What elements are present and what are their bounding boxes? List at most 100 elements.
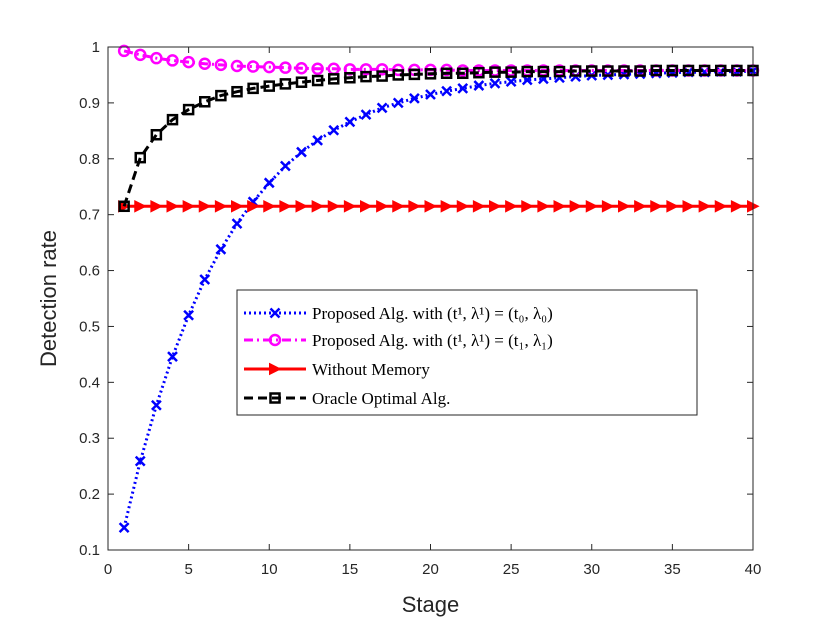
x-tick-label: 15 bbox=[342, 561, 359, 578]
data-point-x-marker bbox=[231, 218, 243, 229]
data-point-triangle-marker bbox=[198, 199, 212, 213]
legend-label: Oracle Optimal Alg. bbox=[312, 389, 450, 408]
data-point-triangle-marker bbox=[714, 199, 728, 213]
data-point-square-marker bbox=[553, 65, 566, 78]
data-point-circle-marker bbox=[268, 333, 282, 347]
data-point-triangle-marker bbox=[392, 199, 405, 213]
data-point-circle-marker bbox=[198, 57, 211, 71]
x-tick-label: 40 bbox=[745, 561, 762, 578]
data-point-triangle-marker bbox=[311, 199, 325, 213]
data-point-x-marker bbox=[279, 160, 291, 172]
data-point-square-marker bbox=[231, 85, 243, 98]
data-point-square-marker bbox=[666, 64, 679, 77]
data-point-circle-marker bbox=[375, 63, 389, 76]
x-axis: 0 5 10 15 20 25 30 35 40 bbox=[104, 47, 762, 578]
data-point-circle-marker bbox=[279, 61, 292, 74]
data-point-x-marker bbox=[425, 89, 436, 100]
series-layer bbox=[117, 44, 760, 534]
data-point-x-marker bbox=[199, 274, 211, 285]
data-point-square-marker bbox=[650, 64, 662, 77]
data-point-square-marker bbox=[457, 67, 469, 80]
legend-item: Proposed Alg. with (t¹, λ¹) = (t₀, λ₀) bbox=[244, 304, 553, 323]
series-line bbox=[122, 69, 754, 528]
data-point-square-marker bbox=[182, 103, 195, 116]
data-point-square-marker bbox=[134, 151, 146, 164]
data-point-x-marker bbox=[134, 455, 146, 467]
data-point-circle-marker bbox=[117, 44, 131, 58]
data-point-triangle-marker bbox=[472, 199, 486, 213]
data-point-triangle-marker bbox=[618, 199, 631, 213]
data-point-triangle-marker bbox=[537, 199, 550, 213]
data-point-x-marker bbox=[489, 77, 501, 89]
data-point-square-marker bbox=[634, 65, 646, 77]
legend: Proposed Alg. with (t¹, λ¹) = (t₀, λ₀) Pr… bbox=[236, 289, 698, 416]
data-point-square-marker bbox=[682, 64, 695, 77]
x-tick-label: 0 bbox=[104, 561, 112, 578]
data-point-square-marker bbox=[392, 69, 404, 81]
legend-label: Without Memory bbox=[312, 360, 430, 379]
y-tick-label: 0.8 bbox=[79, 151, 100, 168]
data-point-circle-marker bbox=[182, 55, 195, 69]
x-tick-label: 25 bbox=[503, 561, 520, 578]
data-point-circle-marker bbox=[295, 61, 308, 75]
data-point-circle-marker bbox=[214, 58, 228, 72]
data-point-triangle-marker bbox=[489, 199, 502, 213]
data-point-circle-marker bbox=[311, 62, 324, 76]
data-point-x-marker bbox=[215, 243, 227, 255]
legend-item: Oracle Optimal Alg. bbox=[244, 389, 450, 408]
data-point-square-marker bbox=[505, 66, 517, 78]
data-point-x-marker bbox=[118, 522, 130, 534]
data-point-square-marker bbox=[360, 70, 372, 83]
data-point-square-marker bbox=[376, 70, 388, 82]
data-point-square-marker bbox=[118, 200, 130, 213]
data-point-square-marker bbox=[586, 65, 598, 77]
data-point-triangle-marker bbox=[682, 199, 696, 213]
data-point-x-marker bbox=[473, 80, 485, 91]
data-point-triangle-marker bbox=[505, 199, 518, 213]
data-point-x-marker bbox=[441, 85, 453, 97]
data-point-triangle-marker bbox=[408, 199, 421, 213]
data-point-triangle-marker bbox=[134, 199, 147, 213]
data-point-triangle-marker bbox=[327, 199, 341, 213]
data-point-triangle-marker bbox=[424, 199, 438, 213]
data-point-square-marker bbox=[473, 66, 485, 79]
data-point-triangle-marker bbox=[634, 199, 647, 213]
legend-item: Proposed Alg. with (t¹, λ¹) = (t₁, λ₁) bbox=[244, 331, 553, 350]
data-point-square-marker bbox=[344, 71, 356, 84]
legend-label: Proposed Alg. with (t¹, λ¹) = (t₀, λ₀) bbox=[312, 304, 553, 323]
data-point-circle-marker bbox=[166, 54, 179, 67]
data-point-triangle-marker bbox=[182, 199, 196, 213]
y-tick-label: 0.2 bbox=[79, 486, 100, 503]
x-tick-label: 20 bbox=[422, 561, 439, 578]
data-point-triangle-marker bbox=[343, 199, 357, 213]
data-point-triangle-marker bbox=[150, 199, 163, 213]
data-point-triangle-marker bbox=[231, 199, 244, 213]
y-tick-label: 0.3 bbox=[79, 430, 100, 447]
data-point-square-marker bbox=[269, 392, 281, 404]
data-point-circle-marker bbox=[150, 51, 163, 65]
x-tick-label: 10 bbox=[261, 561, 278, 578]
data-point-square-marker bbox=[569, 65, 582, 77]
data-point-square-marker bbox=[618, 65, 630, 77]
y-tick-label: 0.5 bbox=[79, 318, 100, 335]
data-point-triangle-marker bbox=[295, 199, 309, 213]
data-point-square-marker bbox=[440, 67, 453, 80]
y-tick-label: 0.7 bbox=[79, 207, 100, 224]
data-point-square-marker bbox=[602, 65, 614, 77]
data-point-triangle-marker bbox=[376, 199, 389, 213]
data-point-square-marker bbox=[521, 65, 533, 78]
data-point-x-marker bbox=[376, 102, 388, 114]
data-point-triangle-marker bbox=[521, 199, 534, 213]
data-point-triangle-marker bbox=[214, 199, 228, 213]
y-tick-label: 1 bbox=[92, 39, 100, 56]
data-point-x-marker bbox=[360, 109, 372, 121]
data-point-square-marker bbox=[215, 89, 227, 102]
y-axis: 0.1 0.2 0.3 0.4 0.5 0.6 0.7 0.8 0.9 1 bbox=[79, 39, 753, 559]
x-axis-title: Stage bbox=[402, 592, 460, 617]
data-point-x-marker bbox=[392, 97, 404, 109]
data-point-square-marker bbox=[731, 64, 743, 77]
x-tick-label: 5 bbox=[184, 561, 192, 578]
data-point-square-marker bbox=[295, 76, 308, 88]
data-point-x-marker bbox=[167, 351, 178, 363]
